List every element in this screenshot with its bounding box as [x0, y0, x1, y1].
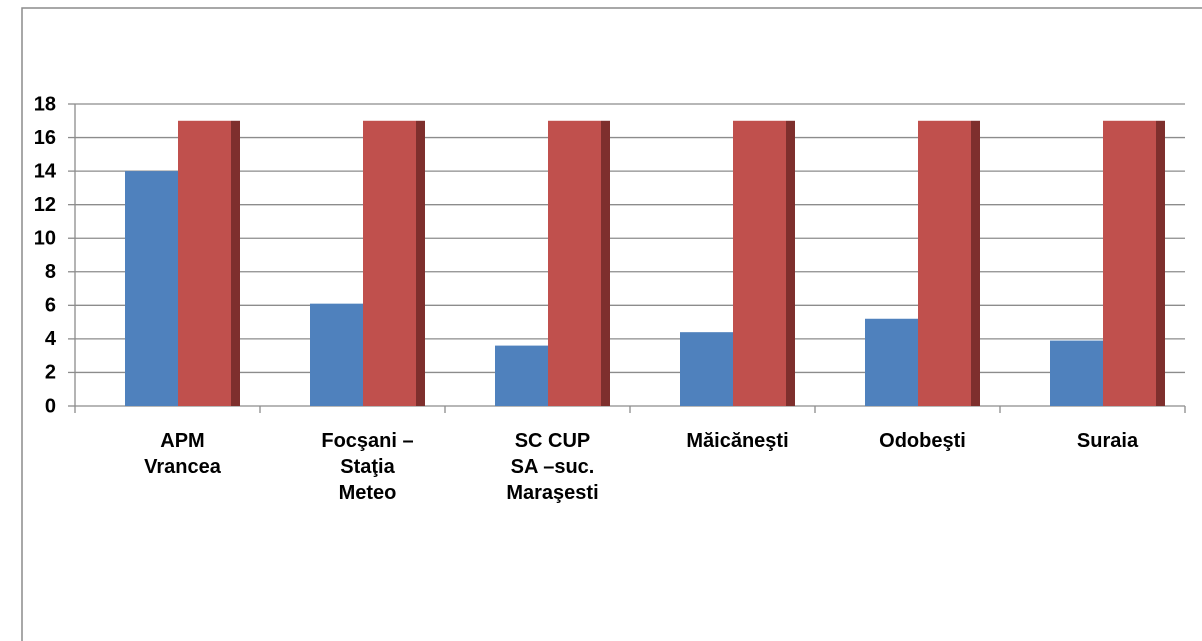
bar: [125, 171, 178, 406]
bar: [918, 120, 971, 407]
bar-side: [786, 120, 795, 407]
y-tick-label: 6: [45, 295, 56, 317]
bar-side: [231, 120, 240, 407]
x-tick-label: SC CUP SA –suc. Maraşesti: [506, 430, 599, 504]
bar: [363, 120, 416, 407]
bar-side: [971, 120, 980, 407]
x-tick-label: Focşani – Staţia Meteo: [321, 430, 414, 504]
y-tick-label: 2: [45, 362, 56, 384]
bar: [548, 120, 601, 407]
y-tick-label: 0: [45, 395, 56, 417]
bar-side: [601, 120, 610, 407]
bar: [680, 332, 733, 406]
y-tick-label: 8: [45, 261, 56, 283]
bar: [1103, 120, 1156, 407]
x-tick-label: APM Vrancea: [144, 430, 221, 478]
x-tick-label: Odobeşti: [879, 430, 966, 452]
y-tick-label: 4: [45, 328, 57, 350]
bar-side: [1156, 120, 1165, 407]
x-tick-label: Suraia: [1076, 430, 1139, 452]
y-tick-label: 14: [34, 160, 57, 182]
y-tick-label: 18: [34, 93, 56, 115]
bar: [178, 120, 231, 407]
bar: [310, 303, 363, 406]
y-tick-label: 10: [34, 228, 56, 250]
y-tick-label: 12: [34, 194, 56, 216]
bar: [865, 318, 918, 406]
bar: [495, 345, 548, 406]
bar: [733, 120, 786, 407]
bar-side: [416, 120, 425, 407]
x-tick-label: Măicăneşti: [686, 430, 789, 452]
chart-frame: [21, 7, 1202, 641]
bar: [1050, 340, 1103, 406]
y-tick-label: 16: [34, 127, 56, 149]
